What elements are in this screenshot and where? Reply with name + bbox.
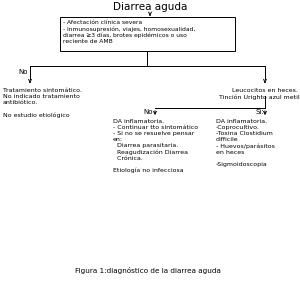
Text: Figura 1:diagnóstico de la diarrea aguda: Figura 1:diagnóstico de la diarrea aguda: [75, 267, 221, 274]
Text: No: No: [143, 109, 152, 115]
Text: DA inflamatoria.
- Continuar tto sintomático
- Si no se resuelve pensar
en:
  Di: DA inflamatoria. - Continuar tto sintomá…: [113, 119, 198, 173]
Bar: [60, 17, 235, 51]
Text: Diarrea aguda: Diarrea aguda: [113, 2, 187, 12]
Text: - Afectación clínica severa
- Inmunosupresión, viajes, homosexualidad,
diarrea ≥: - Afectación clínica severa - Inmunosupr…: [63, 20, 195, 44]
Text: DA inflamatoria.
-Coprocultivo.
-Toxina Clostidium
difficile
- Huevos/parásitos
: DA inflamatoria. -Coprocultivo. -Toxina …: [216, 119, 275, 167]
Text: Leucocitos en heces.
Tinción Urighto azul metileno: Leucocitos en heces. Tinción Urighto azu…: [219, 88, 300, 100]
Text: Tratamiento sintomático.
No indicado tratamiento
antibiótico.

No estudio etioló: Tratamiento sintomático. No indicado tra…: [3, 88, 82, 118]
Text: No: No: [18, 69, 28, 75]
Text: Sí:: Sí:: [255, 109, 264, 115]
